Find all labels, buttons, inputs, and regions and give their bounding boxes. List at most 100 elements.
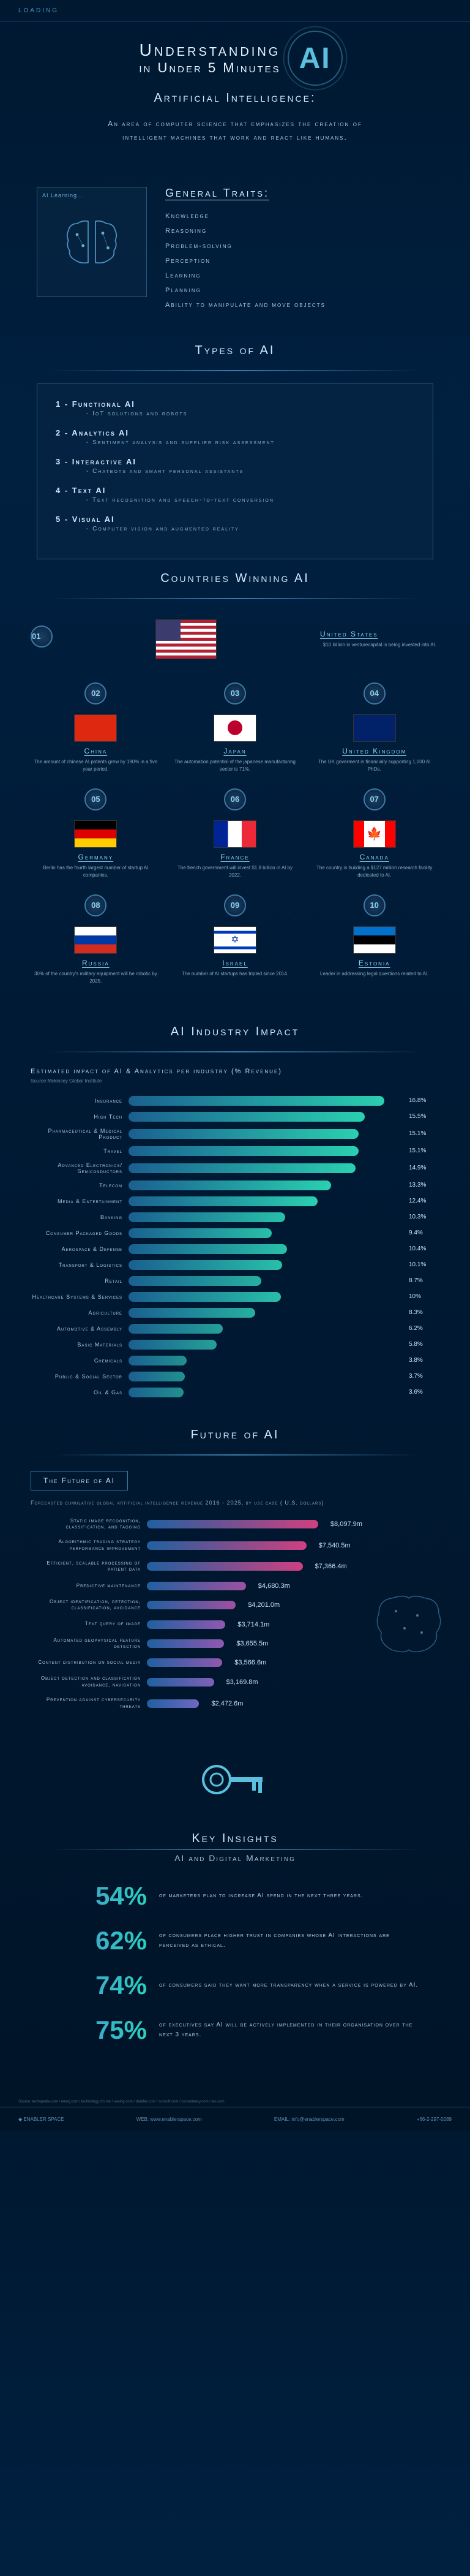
divider [49,370,421,371]
country-desc: Berlin has the fourth largest number of … [31,864,161,879]
flag-icon [74,926,117,954]
bar-fill [129,1292,281,1302]
future-bar [147,1541,307,1550]
flag-icon [214,714,256,742]
country-desc: The automation potential of the japanese… [170,758,300,773]
country-rank: 05 [84,788,106,810]
country-card: 04 United Kingdom The UK goverment is fi… [309,682,439,773]
bar-value: 10% [409,1293,439,1300]
bar-track [129,1146,403,1156]
country-row: 02 China The amount of chinese AI patent… [31,682,439,773]
footer-phone: +66-2-297-0289 [417,2117,452,2122]
bar-fill [129,1196,318,1206]
country-row: 05 Germany Berlin has the fourth largest… [31,788,439,879]
bar-track [129,1324,403,1334]
bar-track [129,1129,403,1139]
bar-track [129,1340,403,1350]
bar-track [129,1180,403,1190]
bar-value: 3.6% [409,1389,439,1396]
country-rank: 10 [364,894,386,916]
countries-header: Countries Winning AI [0,572,470,586]
country-desc: Leader in addressing legal questions rel… [309,970,439,978]
key-icon [0,1755,470,1807]
trait-item: Ability to manipulate and move objects [165,298,433,312]
future-value: $3,714.1m [237,1621,269,1628]
flag-icon [74,714,117,742]
header: Understanding in Under 5 Minutes AI Arti… [0,22,470,168]
future-bar [147,1639,224,1648]
loading-indicator: LOADING [0,0,470,22]
bar-fill [129,1388,184,1397]
country-card: 06 France The french government will inv… [170,788,300,879]
insight-text: of consumers said they want more transpa… [159,1981,421,1990]
impact-header: AI Industry Impact [0,1025,470,1039]
bar-value: 6.2% [409,1325,439,1332]
insight-percentage: 62% [49,1926,147,1955]
country-card: 05 Germany Berlin has the fourth largest… [31,788,161,879]
bar-value: 9.4% [409,1229,439,1236]
impact-bar-row: Basic Materials 5.8% [31,1340,439,1350]
future-label: Automated geophysical feature detection [31,1637,141,1650]
flag-icon [214,820,256,848]
ai-badge: AI [299,42,331,75]
bar-label: Media & Entertainment [31,1198,122,1204]
type-title: 5 - Visual AI [56,515,414,524]
bar-track [129,1292,403,1302]
country-name: Japan [170,747,300,755]
bar-label: Advanced Electronics/ Semiconductors [31,1162,122,1174]
impact-bar-row: Healthcare Systems & Services 10% [31,1292,439,1302]
type-row: 5 - Visual AI- Computer vision and augme… [56,515,414,532]
impact-bar-row: Automotive & Assembly 6.2% [31,1324,439,1334]
bar-track [129,1163,403,1173]
footer: ◆ ENABLER SPACE WEB: www.enablerspace.co… [0,2107,470,2131]
country-name: Estonia [309,959,439,967]
future-bar [147,1520,318,1528]
bar-fill [129,1260,282,1270]
main-title: Understanding [139,40,280,60]
impact-bar-row: Transport & Logistics 10.1% [31,1260,439,1270]
bar-value: 10.1% [409,1261,439,1268]
country-desc: The country is building a $127 million r… [309,864,439,879]
insight-percentage: 74% [49,1971,147,2000]
traits-section: AI Learning... General Traits: Knowledge… [0,168,470,331]
bar-label: Public & Social Sector [31,1373,122,1380]
bar-value: 12.4% [409,1198,439,1204]
type-desc: - Text recognition and speech-to-text co… [86,497,414,504]
traits-title: General Traits: [165,187,433,200]
divider [49,598,421,599]
future-bar [147,1582,246,1590]
bar-fill [129,1096,384,1106]
bar-label: Healthcare Systems & Services [31,1294,122,1300]
future-label: Object detection and classification avoi… [31,1675,141,1688]
impact-bar-row: Telecom 13.3% [31,1180,439,1190]
future-bar [147,1620,225,1629]
country-name: Germany [31,853,161,861]
country-card: 07 🍁 Canada The country is building a $1… [309,788,439,879]
bar-label: Oil & Gas [31,1389,122,1396]
future-value: $3,655.5m [236,1640,268,1647]
type-desc: - IoT solutions and robots [86,410,414,417]
future-subtitle: Forecasted cumulative global artificial … [31,1500,439,1506]
country-rank: 04 [364,682,386,704]
future-bar-row: Algorithmic trading strategy performance… [31,1539,439,1552]
bar-value: 15.1% [409,1130,439,1137]
trait-item: Planning [165,283,433,298]
future-label: Predictive maintenance [31,1583,141,1589]
country-rank: 02 [84,682,106,704]
country-card: 02 China The amount of chinese AI patent… [31,682,161,773]
footer-web: WEB: www.enablerspace.com [136,2117,202,2122]
insight-row: 62% of consumers place higher trust in c… [49,1926,421,1955]
future-bar-row: Efficient, scalable processing of patien… [31,1560,439,1573]
countries-section: 01 United States $10 billion in venturec… [0,602,470,1013]
country-name: Canada [309,853,439,861]
bar-label: Transport & Logistics [31,1262,122,1268]
flag-us [155,619,217,659]
impact-bar-row: Pharmaceutical & Medical Product 15.1% [31,1128,439,1140]
country-card: 08 Russia 30% of the country's military … [31,894,161,985]
future-value: $8,097.9m [330,1520,362,1528]
country-desc: The french government will invest $1.8 b… [170,864,300,879]
types-box: 1 - Functional AI- IoT solutions and rob… [37,383,433,559]
bar-value: 10.4% [409,1245,439,1252]
impact-bar-row: Aerospace & Defense 10.4% [31,1244,439,1254]
future-bar-row: Static image recognition, classification… [31,1518,439,1531]
